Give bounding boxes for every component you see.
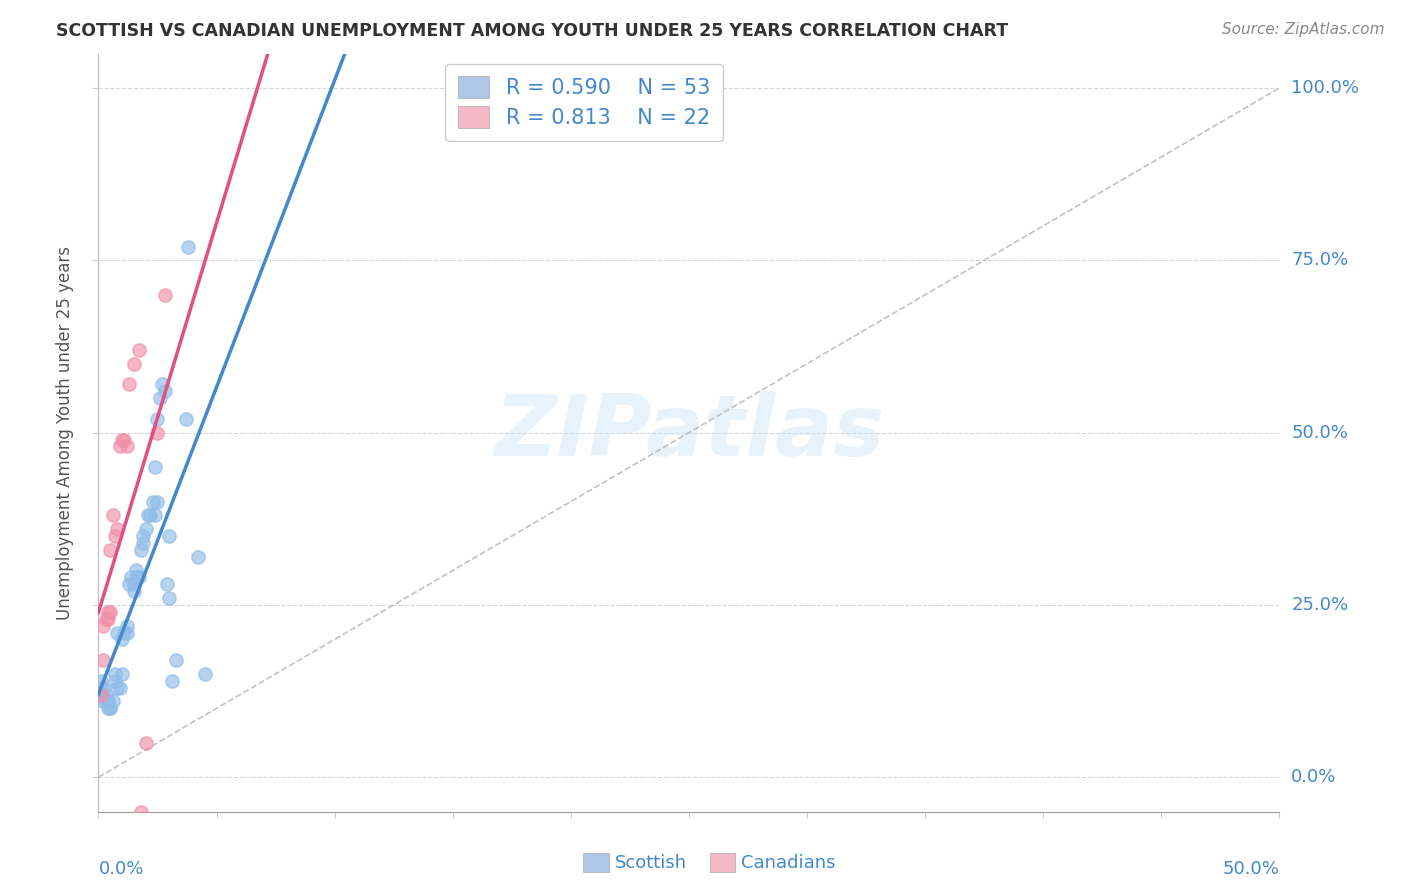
Point <box>143 460 166 475</box>
Point <box>115 625 138 640</box>
Point <box>98 701 121 715</box>
Point <box>98 701 121 715</box>
Text: 50.0%: 50.0% <box>1223 860 1279 878</box>
Point <box>146 425 169 440</box>
Point <box>128 343 150 357</box>
Point <box>97 605 120 619</box>
Point <box>105 681 128 695</box>
Point <box>132 529 155 543</box>
Text: ZIPatlas: ZIPatlas <box>494 391 884 475</box>
Point <box>150 377 173 392</box>
Point <box>91 653 114 667</box>
Point <box>122 357 145 371</box>
Point <box>112 433 135 447</box>
Point <box>112 625 135 640</box>
Point <box>101 694 124 708</box>
Point <box>128 570 150 584</box>
Point <box>97 694 120 708</box>
Point <box>91 618 114 632</box>
Point <box>143 508 166 523</box>
Y-axis label: Unemployment Among Youth under 25 years: Unemployment Among Youth under 25 years <box>56 245 75 620</box>
Point <box>160 673 183 688</box>
Point <box>97 612 120 626</box>
Point <box>146 494 169 508</box>
Point <box>90 673 112 688</box>
Point <box>91 688 114 702</box>
Point <box>146 412 169 426</box>
Point <box>136 508 159 523</box>
Point <box>139 508 162 523</box>
Point <box>94 612 117 626</box>
Point <box>91 681 114 695</box>
Point <box>125 564 148 578</box>
Point <box>194 666 217 681</box>
Point <box>104 666 127 681</box>
Point <box>115 439 138 453</box>
Point <box>115 618 138 632</box>
Point <box>121 570 143 584</box>
Point <box>98 605 121 619</box>
Point <box>118 377 141 392</box>
Point <box>108 681 131 695</box>
Point <box>111 433 134 447</box>
Text: 0.0%: 0.0% <box>1291 768 1337 786</box>
Point <box>98 542 121 557</box>
Point <box>97 701 120 715</box>
Point <box>153 287 176 301</box>
Point <box>118 577 141 591</box>
Point <box>132 536 155 550</box>
Text: 50.0%: 50.0% <box>1291 424 1348 442</box>
Point <box>105 522 128 536</box>
Text: 100.0%: 100.0% <box>1291 79 1360 97</box>
Point <box>90 688 112 702</box>
Text: 0.0%: 0.0% <box>98 860 143 878</box>
Point <box>94 688 117 702</box>
Point <box>108 439 131 453</box>
Point <box>90 681 112 695</box>
Point <box>149 391 172 405</box>
Point <box>157 591 180 605</box>
Point <box>174 412 197 426</box>
Point <box>105 625 128 640</box>
Point <box>122 577 145 591</box>
Point <box>129 805 152 819</box>
Point <box>104 529 127 543</box>
Point <box>135 522 157 536</box>
Text: Canadians: Canadians <box>741 854 835 871</box>
Point <box>157 529 180 543</box>
Point <box>94 694 117 708</box>
Point <box>111 632 134 647</box>
Point <box>142 494 165 508</box>
Text: 25.0%: 25.0% <box>1291 596 1348 614</box>
Point <box>187 549 209 564</box>
Point <box>153 384 176 399</box>
Point <box>135 736 157 750</box>
Text: Scottish: Scottish <box>614 854 686 871</box>
Point <box>91 694 114 708</box>
Text: Source: ZipAtlas.com: Source: ZipAtlas.com <box>1222 22 1385 37</box>
Point <box>125 570 148 584</box>
Point <box>90 688 112 702</box>
Point <box>104 673 127 688</box>
Point <box>156 577 179 591</box>
Text: 75.0%: 75.0% <box>1291 252 1348 269</box>
Text: SCOTTISH VS CANADIAN UNEMPLOYMENT AMONG YOUTH UNDER 25 YEARS CORRELATION CHART: SCOTTISH VS CANADIAN UNEMPLOYMENT AMONG … <box>56 22 1008 40</box>
Point <box>129 542 152 557</box>
Legend: R = 0.590    N = 53, R = 0.813    N = 22: R = 0.590 N = 53, R = 0.813 N = 22 <box>446 64 723 141</box>
Point <box>122 584 145 599</box>
Point <box>177 239 200 253</box>
Point <box>101 508 124 523</box>
Point <box>165 653 187 667</box>
Point <box>111 666 134 681</box>
